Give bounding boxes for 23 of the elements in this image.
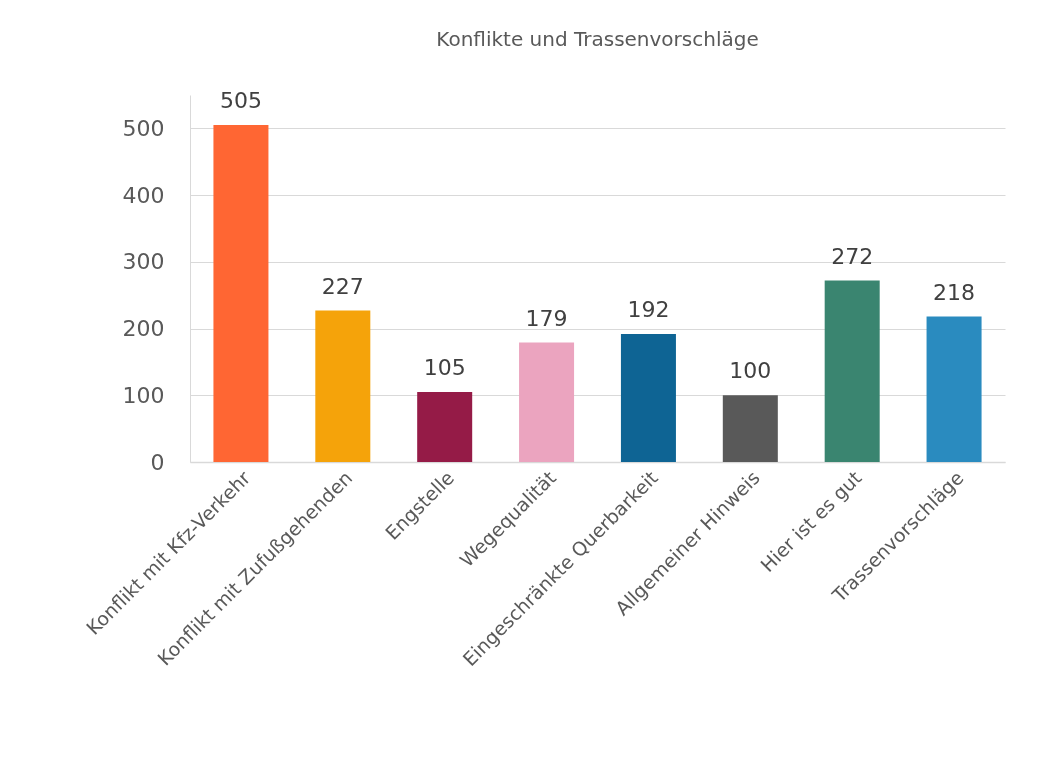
y-tick-label: 0 [150, 449, 165, 475]
data-label: 218 [933, 279, 976, 305]
chart-title: Konflikte und Trassenvorschläge [436, 27, 759, 52]
y-tick-label: 300 [122, 249, 165, 275]
bar [519, 342, 575, 462]
bar [722, 395, 778, 462]
bar [620, 333, 676, 462]
y-tick-label: 200 [122, 316, 165, 342]
y-tick-label: 100 [122, 382, 165, 408]
bar [213, 125, 269, 462]
data-label: 100 [729, 358, 772, 384]
bar [417, 391, 473, 462]
data-label: 272 [831, 243, 874, 269]
bar [926, 316, 982, 462]
bar [824, 280, 880, 462]
y-tick-label: 500 [122, 115, 165, 141]
data-label: 505 [219, 88, 262, 114]
bar [315, 310, 371, 462]
data-label: 192 [627, 296, 670, 322]
data-label: 105 [423, 354, 466, 380]
data-label: 227 [321, 273, 364, 299]
data-label: 179 [525, 305, 568, 331]
y-tick-label: 400 [122, 182, 165, 208]
